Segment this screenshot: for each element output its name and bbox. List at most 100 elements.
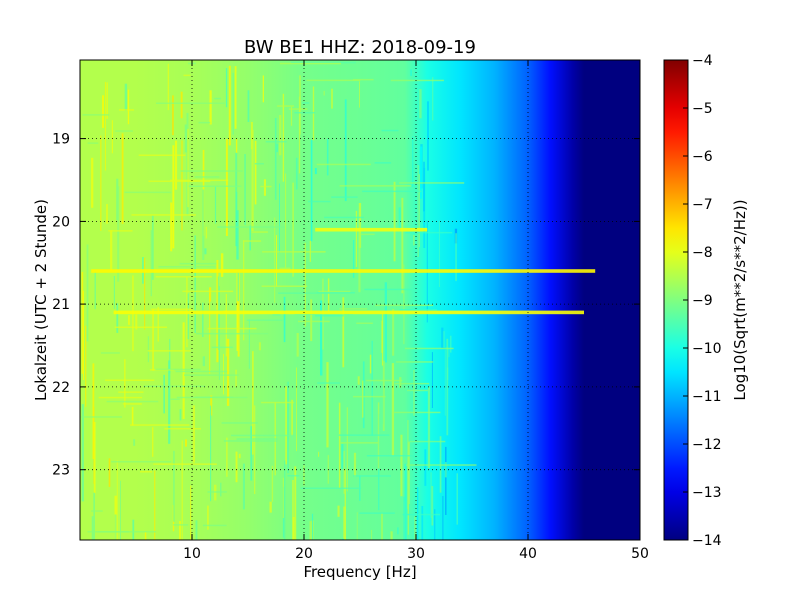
texture-dash <box>261 401 294 404</box>
texture-dash <box>374 162 392 164</box>
texture-streak <box>254 140 257 205</box>
texture-dash <box>148 180 211 182</box>
texture-streak <box>413 235 415 246</box>
texture-streak <box>419 89 422 119</box>
texture-dash <box>221 422 258 424</box>
texture-dash <box>246 319 283 321</box>
texture-dash <box>265 141 287 143</box>
texture-streak <box>179 409 182 421</box>
texture-streak <box>290 106 293 126</box>
texture-dash <box>158 266 216 268</box>
texture-streak <box>399 377 402 388</box>
texture-streak <box>204 248 207 255</box>
texture-streak <box>244 154 246 226</box>
texture-streak <box>172 145 175 249</box>
texture-streak <box>446 338 449 436</box>
texture-streak <box>124 83 128 111</box>
texture-dash <box>118 391 144 393</box>
texture-streak <box>151 215 154 280</box>
texture-streak <box>251 129 254 231</box>
texture-streak <box>444 349 446 416</box>
texture-streak <box>152 308 154 371</box>
texture-streak <box>384 282 387 363</box>
texture-streak <box>391 363 395 456</box>
texture-streak <box>298 96 301 174</box>
texture-streak <box>173 450 175 522</box>
texture-dash <box>260 185 272 188</box>
texture-streak <box>181 140 183 231</box>
texture-streak <box>111 120 113 154</box>
texture-streak <box>274 217 276 303</box>
texture-dash <box>407 389 428 392</box>
texture-dash <box>130 424 190 426</box>
texture-streak <box>279 183 280 253</box>
texture-dash <box>340 442 378 444</box>
horizontal-band <box>91 269 596 273</box>
texture-dash <box>182 290 234 293</box>
texture-dash <box>359 512 395 514</box>
texture-streak <box>214 186 217 224</box>
y-tick-label: 19 <box>52 132 70 148</box>
texture-streak <box>104 82 106 171</box>
texture-streak <box>337 505 340 517</box>
colorbar-tick-label: −9 <box>692 293 713 309</box>
chart-title: BW BE1 HHZ: 2018-09-19 <box>244 37 476 58</box>
texture-dash <box>100 352 120 354</box>
texture-streak <box>358 221 361 293</box>
texture-dash <box>356 322 373 324</box>
texture-dash <box>394 382 430 385</box>
texture-streak <box>392 308 395 356</box>
texture-dash <box>318 290 351 293</box>
texture-dash <box>393 411 441 414</box>
texture-streak <box>209 90 212 125</box>
texture-streak <box>187 128 189 208</box>
texture-streak <box>369 354 372 374</box>
texture-dash <box>124 191 172 194</box>
texture-streak <box>83 290 84 380</box>
texture-streak <box>124 359 126 408</box>
texture-streak <box>179 521 181 540</box>
texture-dash <box>262 251 326 253</box>
texture-streak <box>441 327 444 348</box>
texture-dash <box>287 475 300 477</box>
y-tick-label: 22 <box>52 380 70 396</box>
texture-dash <box>207 491 227 493</box>
texture-streak <box>202 356 205 367</box>
texture-streak <box>274 118 277 200</box>
texture-streak <box>254 405 256 494</box>
colorbar-tick-label: −10 <box>692 341 722 357</box>
texture-streak <box>343 451 345 494</box>
texture-streak <box>276 143 278 153</box>
texture-streak <box>248 319 250 369</box>
colorbar-tick-label: −11 <box>692 389 722 405</box>
texture-streak <box>236 210 239 260</box>
texture-streak <box>292 517 295 540</box>
texture-streak <box>371 529 373 540</box>
horizontal-bands <box>91 227 596 315</box>
y-tick-label: 21 <box>52 297 70 313</box>
texture-streak <box>390 531 393 540</box>
texture-dash <box>188 185 242 187</box>
texture-streak <box>283 296 286 343</box>
texture-streak <box>209 287 212 302</box>
texture-dash <box>277 105 294 107</box>
texture-streak <box>110 230 113 271</box>
texture-streak <box>320 300 323 376</box>
texture-streak <box>295 157 298 190</box>
texture-dash <box>243 240 262 242</box>
texture-streak <box>403 496 405 540</box>
texture-dash <box>156 102 225 104</box>
texture-dash <box>170 179 229 182</box>
texture-dash <box>298 320 330 323</box>
texture-streak <box>356 512 358 540</box>
texture-streak <box>359 81 360 108</box>
texture-dash <box>122 403 142 405</box>
texture-dash <box>362 190 422 193</box>
texture-dash <box>91 510 103 512</box>
texture-dash <box>155 276 212 278</box>
texture-streak <box>343 506 346 540</box>
texture-streak <box>147 336 149 363</box>
grid-lines <box>80 60 640 540</box>
texture-streak <box>444 462 447 478</box>
texture-streak <box>131 406 134 426</box>
